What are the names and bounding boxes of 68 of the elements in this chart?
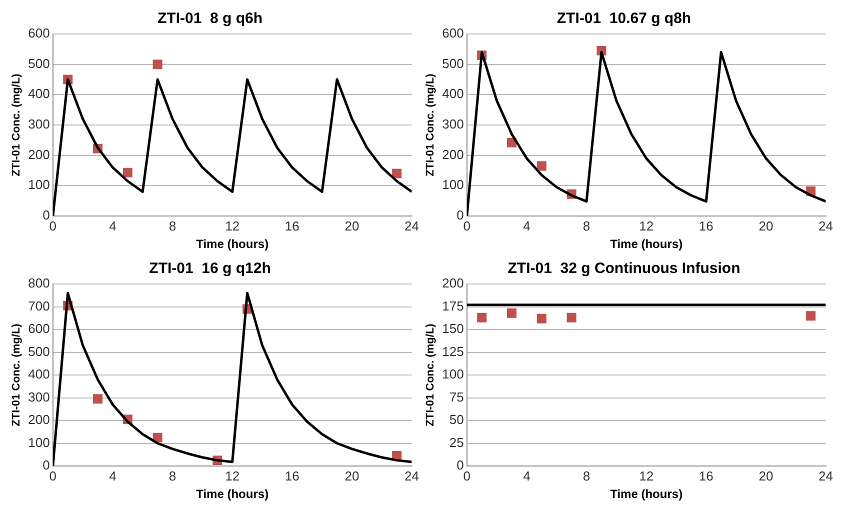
- x-tick-label: 16: [284, 218, 300, 234]
- y-tick-label: 0: [456, 458, 464, 473]
- y-tick-label: 800: [28, 276, 50, 291]
- x-tick-label: 4: [523, 218, 530, 234]
- x-tick-label: 4: [109, 468, 116, 484]
- x-tick-label: 12: [225, 218, 240, 234]
- y-tick-label: 125: [442, 344, 464, 359]
- y-tick-label: 300: [28, 116, 50, 132]
- x-tick-label: 20: [344, 218, 360, 234]
- x-tick-label: 8: [168, 468, 176, 484]
- x-tick-label: 12: [639, 468, 654, 484]
- y-tick-label: 200: [28, 412, 50, 428]
- x-tick-label: 20: [758, 218, 774, 234]
- x-tick-label: 20: [758, 468, 774, 484]
- chart-title: ZTI-01 16 g q12h: [149, 260, 271, 278]
- x-tick-label: 20: [344, 468, 360, 484]
- x-tick-label: 8: [168, 218, 176, 234]
- x-axis-title: Time (hours): [610, 237, 683, 252]
- x-tick-label: 12: [225, 468, 240, 484]
- y-tick-label: 100: [28, 177, 50, 192]
- x-tick-label: 12: [639, 218, 654, 234]
- y-axis-title: ZTI-01 Conc. (mg/L): [10, 73, 23, 176]
- x-tick-label: 8: [582, 218, 590, 234]
- y-tick-label: 200: [28, 146, 50, 162]
- y-tick-label: 25: [449, 434, 464, 450]
- x-tick-label: 16: [698, 218, 714, 234]
- y-tick-label: 600: [28, 321, 50, 336]
- y-tick-label: 300: [442, 116, 464, 132]
- chart-title: ZTI-01 8 g q6h: [157, 10, 263, 28]
- x-tick-label: 16: [698, 468, 714, 484]
- y-tick-label: 300: [28, 389, 50, 404]
- y-tick-label: 700: [28, 298, 50, 314]
- chart-title: ZTI-01 32 g Continuous Infusion: [508, 260, 740, 278]
- x-tick-label: 4: [109, 218, 116, 234]
- y-tick-label: 0: [456, 208, 464, 223]
- x-tick-label: 24: [404, 468, 420, 484]
- y-axis-title: ZTI-01 Conc. (mg/L): [424, 323, 437, 426]
- chart-title: ZTI-01 10.67 g q8h: [556, 10, 692, 28]
- y-tick-label: 200: [442, 276, 464, 291]
- y-tick-label: 600: [442, 26, 464, 41]
- x-axis-title: Time (hours): [196, 487, 269, 502]
- y-axis-title: ZTI-01 Conc. (mg/L): [10, 323, 23, 426]
- x-tick-label: 8: [582, 468, 590, 484]
- x-tick-label: 4: [523, 468, 530, 484]
- y-tick-label: 100: [442, 177, 464, 192]
- x-tick-label: 24: [404, 218, 420, 234]
- y-tick-label: 400: [442, 86, 464, 102]
- y-tick-label: 500: [28, 344, 50, 359]
- y-tick-label: 500: [442, 56, 464, 71]
- y-tick-label: 0: [42, 208, 50, 223]
- y-tick-label: 0: [42, 458, 50, 473]
- x-tick-label: 24: [818, 218, 834, 234]
- x-axis-title: Time (hours): [196, 237, 269, 252]
- y-axis-title: ZTI-01 Conc. (mg/L): [424, 73, 437, 176]
- x-tick-label: 16: [284, 468, 300, 484]
- y-tick-label: 50: [449, 412, 464, 428]
- y-tick-label: 100: [28, 434, 50, 450]
- y-tick-label: 150: [442, 321, 464, 336]
- y-tick-label: 400: [28, 366, 50, 382]
- y-tick-label: 400: [28, 86, 50, 102]
- x-tick-label: 24: [818, 468, 834, 484]
- y-tick-label: 100: [442, 366, 464, 382]
- y-tick-label: 500: [28, 56, 50, 71]
- y-tick-label: 175: [442, 298, 464, 314]
- y-tick-label: 600: [28, 26, 50, 41]
- x-axis-title: Time (hours): [610, 487, 683, 502]
- y-tick-label: 200: [442, 146, 464, 162]
- y-tick-label: 75: [449, 389, 464, 404]
